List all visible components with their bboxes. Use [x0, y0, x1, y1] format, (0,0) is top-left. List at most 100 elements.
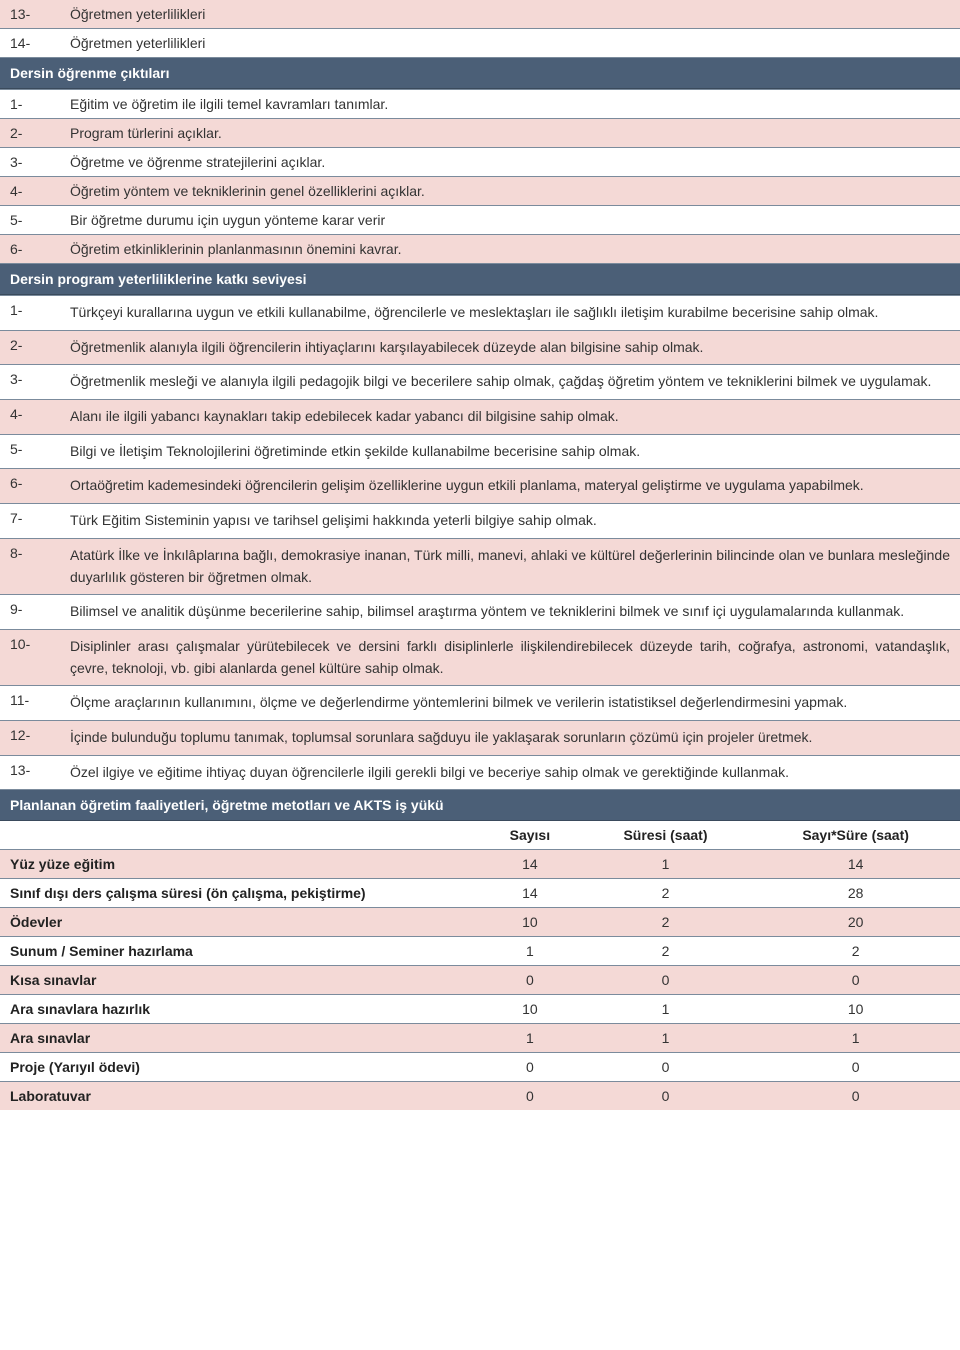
akts-duration: 1 [580, 850, 752, 879]
table-row: 8-Atatürk İlke ve İnkılâplarına bağlı, d… [0, 538, 960, 594]
row-number: 8- [0, 538, 60, 594]
outcomes-table: 1-Eğitim ve öğretim ile ilgili temel kav… [0, 89, 960, 263]
row-text: Ölçme araçlarının kullanımını, ölçme ve … [60, 686, 960, 721]
akts-duration: 0 [580, 1082, 752, 1111]
akts-count: 14 [480, 879, 580, 908]
row-text: Program türlerini açıklar. [60, 119, 960, 148]
table-row: 4-Öğretim yöntem ve tekniklerinin genel … [0, 177, 960, 206]
akts-row-label: Ara sınavlar [0, 1024, 480, 1053]
row-text: Öğretim yöntem ve tekniklerinin genel öz… [60, 177, 960, 206]
row-number: 12- [0, 720, 60, 755]
table-row: 4-Alanı ile ilgili yabancı kaynakları ta… [0, 400, 960, 435]
row-text: Öğretmenlik alanıyla ilgili öğrencilerin… [60, 330, 960, 365]
page: 13-Öğretmen yeterlilikleri14-Öğretmen ye… [0, 0, 960, 1110]
table-row: 6-Öğretim etkinliklerinin planlanmasının… [0, 235, 960, 264]
akts-total: 20 [751, 908, 960, 937]
section-header-contributions: Dersin program yeterliliklerine katkı se… [0, 263, 960, 295]
akts-total: 1 [751, 1024, 960, 1053]
table-row: 1-Türkçeyi kurallarına uygun ve etkili k… [0, 296, 960, 331]
table-row: 11-Ölçme araçlarının kullanımını, ölçme … [0, 686, 960, 721]
table-row: 10-Disiplinler arası çalışmalar yürütebi… [0, 629, 960, 685]
table-row: 14-Öğretmen yeterlilikleri [0, 29, 960, 58]
row-number: 2- [0, 119, 60, 148]
row-text: Atatürk İlke ve İnkılâplarına bağlı, dem… [60, 538, 960, 594]
table-row: 5-Bilgi ve İletişim Teknolojilerini öğre… [0, 434, 960, 469]
akts-row-label: Sınıf dışı ders çalışma süresi (ön çalış… [0, 879, 480, 908]
table-row: 9-Bilimsel ve analitik düşünme beceriler… [0, 595, 960, 630]
row-text: Türk Eğitim Sisteminin yapısı ve tarihse… [60, 504, 960, 539]
table-row: 13-Öğretmen yeterlilikleri [0, 0, 960, 29]
row-text: Öğretme ve öğrenme stratejilerini açıkla… [60, 148, 960, 177]
akts-duration: 1 [580, 1024, 752, 1053]
akts-total: 2 [751, 937, 960, 966]
row-number: 6- [0, 235, 60, 264]
akts-count: 0 [480, 1053, 580, 1082]
akts-total: 0 [751, 1082, 960, 1111]
row-text: İçinde bulunduğu toplumu tanımak, toplum… [60, 720, 960, 755]
row-number: 4- [0, 400, 60, 435]
row-number: 13- [0, 0, 60, 29]
table-row: Proje (Yarıyıl ödevi)000 [0, 1053, 960, 1082]
table-row: Sunum / Seminer hazırlama122 [0, 937, 960, 966]
akts-total: 10 [751, 995, 960, 1024]
table-row: 6-Ortaöğretim kademesindeki öğrencilerin… [0, 469, 960, 504]
row-text: Öğretmen yeterlilikleri [60, 29, 960, 58]
row-text: Bir öğretme durumu için uygun yönteme ka… [60, 206, 960, 235]
row-number: 1- [0, 296, 60, 331]
akts-count: 1 [480, 1024, 580, 1053]
row-text: Öğretmen yeterlilikleri [60, 0, 960, 29]
table-row: Ara sınavlara hazırlık10110 [0, 995, 960, 1024]
row-text: Türkçeyi kurallarına uygun ve etkili kul… [60, 296, 960, 331]
table-row: 2-Program türlerini açıklar. [0, 119, 960, 148]
table-row: Yüz yüze eğitim14114 [0, 850, 960, 879]
akts-count: 1 [480, 937, 580, 966]
row-text: Özel ilgiye ve eğitime ihtiyaç duyan öğr… [60, 755, 960, 789]
akts-header-empty [0, 821, 480, 850]
contributions-table: 1-Türkçeyi kurallarına uygun ve etkili k… [0, 295, 960, 789]
table-row: 13-Özel ilgiye ve eğitime ihtiyaç duyan … [0, 755, 960, 789]
row-number: 7- [0, 504, 60, 539]
akts-duration: 0 [580, 966, 752, 995]
akts-row-label: Sunum / Seminer hazırlama [0, 937, 480, 966]
row-text: Bilgi ve İletişim Teknolojilerini öğreti… [60, 434, 960, 469]
table-row: 1-Eğitim ve öğretim ile ilgili temel kav… [0, 90, 960, 119]
table-row: 7-Türk Eğitim Sisteminin yapısı ve tarih… [0, 504, 960, 539]
table-row: Ödevler10220 [0, 908, 960, 937]
row-number: 3- [0, 148, 60, 177]
akts-row-label: Proje (Yarıyıl ödevi) [0, 1053, 480, 1082]
row-text: Öğretmenlik mesleği ve alanıyla ilgili p… [60, 365, 960, 400]
akts-total: 0 [751, 1053, 960, 1082]
row-number: 1- [0, 90, 60, 119]
akts-header-total: Sayı*Süre (saat) [751, 821, 960, 850]
akts-table: Sayısı Süresi (saat) Sayı*Süre (saat) Yü… [0, 821, 960, 1110]
table-row: 3-Öğretmenlik mesleği ve alanıyla ilgili… [0, 365, 960, 400]
akts-duration: 2 [580, 937, 752, 966]
akts-duration: 1 [580, 995, 752, 1024]
row-text: Ortaöğretim kademesindeki öğrencilerin g… [60, 469, 960, 504]
table-row: 12-İçinde bulunduğu toplumu tanımak, top… [0, 720, 960, 755]
row-number: 2- [0, 330, 60, 365]
akts-header-duration: Süresi (saat) [580, 821, 752, 850]
row-number: 6- [0, 469, 60, 504]
row-text: Alanı ile ilgili yabancı kaynakları taki… [60, 400, 960, 435]
akts-count: 0 [480, 966, 580, 995]
table-row: Kısa sınavlar000 [0, 966, 960, 995]
row-number: 4- [0, 177, 60, 206]
section-header-outcomes: Dersin öğrenme çıktıları [0, 57, 960, 89]
akts-count: 10 [480, 908, 580, 937]
row-number: 13- [0, 755, 60, 789]
row-number: 9- [0, 595, 60, 630]
table-row: Ara sınavlar111 [0, 1024, 960, 1053]
akts-total: 14 [751, 850, 960, 879]
row-text: Öğretim etkinliklerinin planlanmasının ö… [60, 235, 960, 264]
row-text: Eğitim ve öğretim ile ilgili temel kavra… [60, 90, 960, 119]
table-row: 3-Öğretme ve öğrenme stratejilerini açık… [0, 148, 960, 177]
akts-count: 10 [480, 995, 580, 1024]
row-number: 10- [0, 629, 60, 685]
row-number: 5- [0, 434, 60, 469]
row-text: Disiplinler arası çalışmalar yürütebilec… [60, 629, 960, 685]
top-continuation-table: 13-Öğretmen yeterlilikleri14-Öğretmen ye… [0, 0, 960, 57]
akts-count: 14 [480, 850, 580, 879]
row-number: 11- [0, 686, 60, 721]
table-row: 5-Bir öğretme durumu için uygun yönteme … [0, 206, 960, 235]
